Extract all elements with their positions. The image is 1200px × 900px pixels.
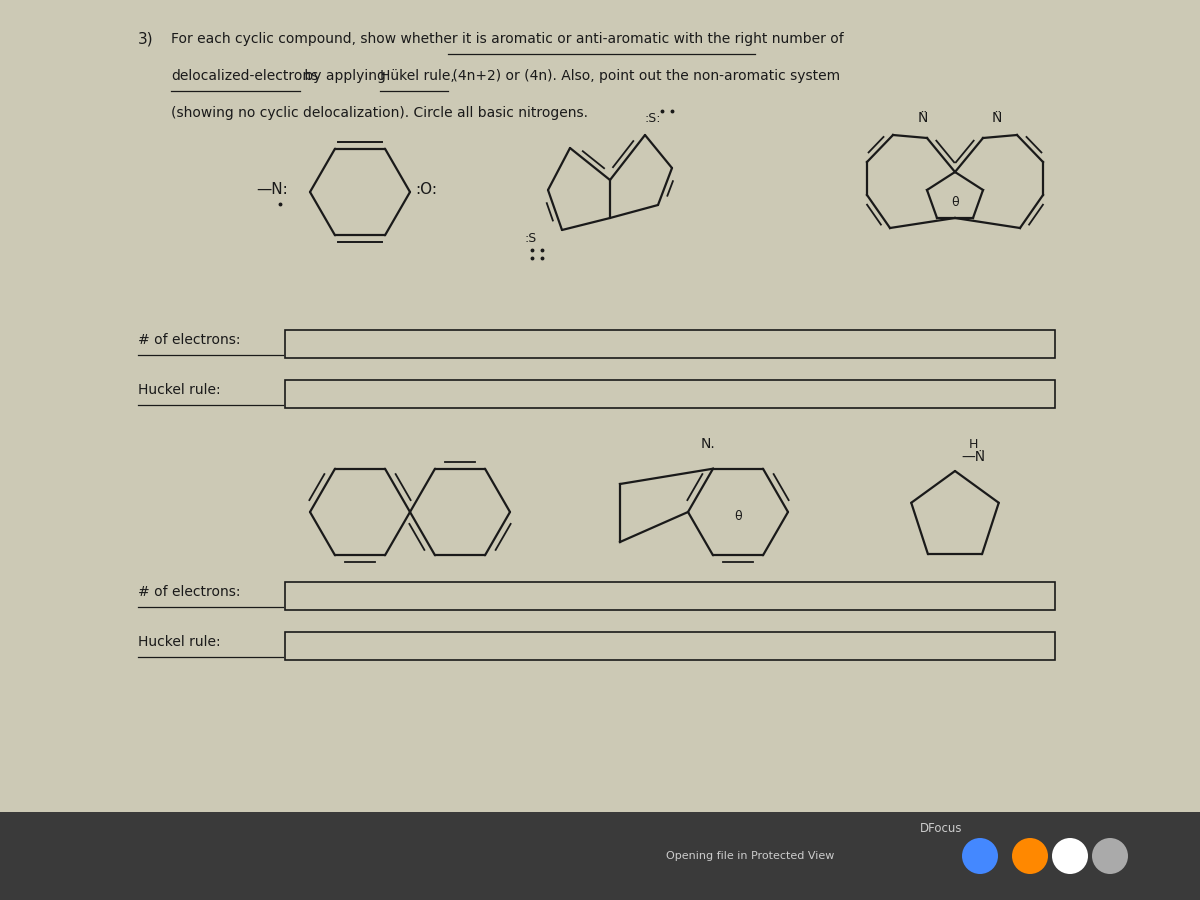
Text: 3): 3)	[138, 32, 154, 47]
Circle shape	[1012, 838, 1048, 874]
Text: θ: θ	[734, 510, 742, 524]
Circle shape	[962, 838, 998, 874]
Bar	[286, 330, 1055, 358]
Text: delocalized-electrons: delocalized-electrons	[172, 69, 318, 83]
Bar	[286, 380, 1055, 408]
Text: —N̈: —N̈	[961, 450, 985, 464]
Text: For each cyclic compound, show whether it is aromatic or anti-aromatic with the : For each cyclic compound, show whether i…	[172, 32, 844, 46]
Text: —N:: —N:	[257, 182, 288, 196]
Text: N̈: N̈	[992, 111, 1002, 125]
Text: Hükel rule,: Hükel rule,	[380, 69, 455, 83]
Bar	[286, 632, 1055, 660]
Bar	[0, 812, 1200, 900]
Text: DFocus: DFocus	[920, 822, 962, 834]
Text: by applying: by applying	[300, 69, 390, 83]
Text: H: H	[968, 438, 978, 451]
Circle shape	[1092, 838, 1128, 874]
Text: (4n+2) or (4n). Also, point out the non-aromatic system: (4n+2) or (4n). Also, point out the non-…	[448, 69, 840, 83]
Text: (showing no cyclic delocalization). Circle all basic nitrogens.: (showing no cyclic delocalization). Circ…	[172, 106, 588, 120]
Bar	[286, 582, 1055, 610]
Text: :S:: :S:	[644, 112, 661, 125]
Text: :S: :S	[524, 231, 536, 245]
Text: :O:: :O:	[415, 182, 437, 196]
Text: N̈: N̈	[918, 111, 928, 125]
Text: # of electrons:: # of electrons:	[138, 333, 240, 347]
Text: Huckel rule:: Huckel rule:	[138, 635, 221, 649]
Text: N.: N.	[701, 436, 715, 451]
Text: # of electrons:: # of electrons:	[138, 585, 240, 599]
Text: Huckel rule:: Huckel rule:	[138, 383, 221, 397]
Text: Opening file in Protected View: Opening file in Protected View	[666, 851, 834, 861]
Circle shape	[1052, 838, 1088, 874]
Text: θ: θ	[952, 196, 959, 209]
